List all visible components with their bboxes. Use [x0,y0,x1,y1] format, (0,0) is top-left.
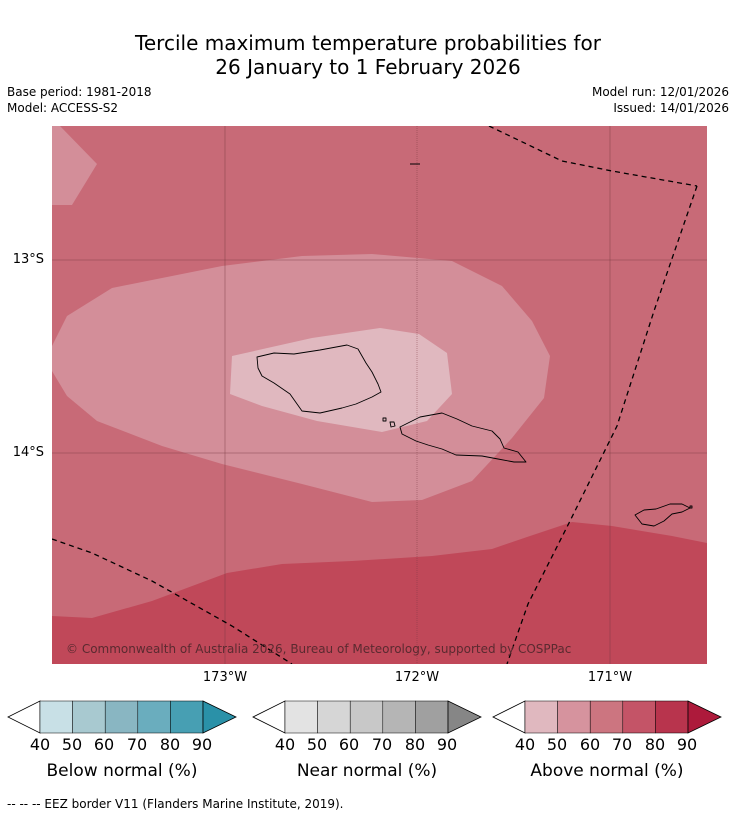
below-tick: 90 [191,735,213,754]
above-tick: 40 [514,735,536,754]
colorbar-segment [655,700,689,734]
near-tick: 50 [306,735,328,754]
savaii-island [256,344,382,414]
issued-date: Issued: 14/01/2026 [613,101,729,115]
map-title-line2: 26 January to 1 February 2026 [215,55,521,79]
below-tick: 80 [159,735,181,754]
colorbar-over-triangle [687,700,722,734]
tutuila-island [634,503,691,527]
lat-label-14s: 14°S [12,445,44,460]
colorbar-segment [284,700,318,734]
lon-label-171w: 171°W [587,670,633,685]
eez-footnote: -- -- -- EEZ border V11 (Flanders Marine… [7,797,344,811]
near-tick: 80 [404,735,426,754]
above-tick: 50 [546,735,568,754]
colorbar-segment [415,700,449,734]
below-tick: 50 [61,735,83,754]
copyright-notice: © Commonwealth of Australia 2026, Bureau… [66,642,572,656]
manono-islet [382,417,387,422]
colorbar-segment [382,700,416,734]
near-tick: 90 [436,735,458,754]
below-normal-label: Below normal (%) [46,761,198,781]
colorbar-segment [72,700,106,734]
colorbar-segment [39,700,73,734]
colorbar-segment [589,700,624,734]
colorbar-segment [349,700,384,734]
below-tick: 70 [126,735,148,754]
colorbar-under-triangle [252,700,286,734]
below-normal-colorbar [7,700,237,734]
colorbar-segment [137,700,171,734]
above-normal-colorbar [492,700,722,734]
eez-borders [52,126,698,664]
aunuu-islet [689,505,693,509]
colorbar-segment [317,700,351,734]
near-normal-label: Near normal (%) [296,761,438,781]
above-tick: 60 [579,735,601,754]
island-outlines [256,163,693,527]
above-80-region [52,522,707,664]
above-tick: 90 [676,735,698,754]
below-tick: 40 [29,735,51,754]
apolima-islet [389,421,396,428]
colorbar-segment [170,700,204,734]
colorbar-segment [104,700,139,734]
eez-border-east [506,185,698,664]
lon-label-172w: 172°W [394,670,440,685]
colorbar-segment [524,700,558,734]
colorbar-under-triangle [492,700,526,734]
above-normal-label: Above normal (%) [530,761,684,781]
graticule [52,126,707,664]
colorbar-under-triangle [7,700,41,734]
upolu-island [399,412,527,463]
base-period: Base period: 1981-2018 [7,85,152,99]
near-tick: 60 [338,735,360,754]
above-60-corner [52,126,97,205]
colorbar-over-triangle [447,700,482,734]
eez-border-north [488,126,698,187]
eez-border-southwest [52,538,293,664]
map-title-line1: Tercile maximum temperature probabilitie… [135,31,601,55]
below-tick: 60 [93,735,115,754]
near-tick: 70 [371,735,393,754]
above-tick: 80 [644,735,666,754]
lon-label-173w: 173°W [202,670,248,685]
colorbar-over-triangle [202,700,237,734]
model-name: Model: ACCESS-S2 [7,101,119,115]
near-tick: 40 [274,735,296,754]
model-run: Model run: 12/01/2026 [591,85,729,99]
near-normal-colorbar [252,700,482,734]
colorbar-segment [622,700,656,734]
colorbar-segment [557,700,591,734]
lat-label-13s: 13°S [12,252,44,267]
probability-map [52,126,707,664]
above-tick: 70 [611,735,633,754]
